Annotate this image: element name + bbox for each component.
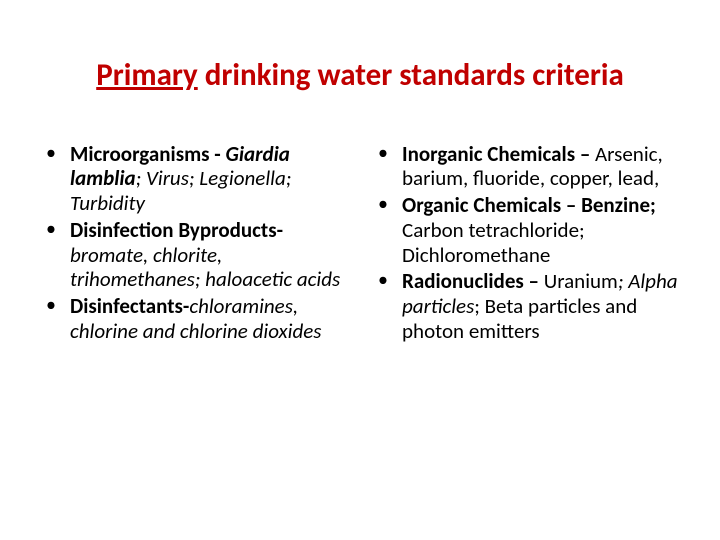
right-column: Inorganic Chemicals – Arsenic, barium, f… <box>368 142 684 346</box>
list-item: Microorganisms - Giardia lamblia; Virus;… <box>58 142 352 216</box>
title-rest: drinking water standards criteria <box>198 56 624 94</box>
slide-title: Primary drinking water standards criteri… <box>36 58 684 94</box>
bullet-sep: - <box>210 141 226 167</box>
list-item: Organic Chemicals – Benzine; Carbon tetr… <box>390 193 684 267</box>
list-item: Disinfection Byproducts-bromate, chlorit… <box>58 218 352 292</box>
bullet-label: Disinfectants- <box>70 293 189 319</box>
list-item: Radionuclides – Uranium; Alpha particles… <box>390 269 684 343</box>
list-item: Inorganic Chemicals – Arsenic, barium, f… <box>390 142 684 192</box>
right-bullet-list: Inorganic Chemicals – Arsenic, barium, f… <box>368 142 684 344</box>
bullet-label: Radionuclides – <box>402 268 544 294</box>
bullet-label: Disinfection Byproducts- <box>70 217 283 243</box>
list-item: Disinfectants-chloramines, chlorine and … <box>58 294 352 344</box>
content-columns: Microorganisms - Giardia lamblia; Virus;… <box>36 142 684 346</box>
bullet-mid: Uranium <box>544 268 618 294</box>
bullet-label: Organic Chemicals – Benzine; <box>402 192 656 218</box>
slide: Primary drinking water standards criteri… <box>0 0 720 540</box>
bullet-rest: Carbon tetrachloride; Dichloromethane <box>402 217 585 268</box>
left-bullet-list: Microorganisms - Giardia lamblia; Virus;… <box>36 142 352 344</box>
bullet-rest: bromate, chlorite, trihomethanes; haloac… <box>70 242 340 293</box>
bullet-label: Inorganic Chemicals – <box>402 141 595 167</box>
left-column: Microorganisms - Giardia lamblia; Virus;… <box>36 142 352 346</box>
title-underlined-word: Primary <box>96 56 198 94</box>
bullet-label: Microorganisms <box>70 141 210 167</box>
